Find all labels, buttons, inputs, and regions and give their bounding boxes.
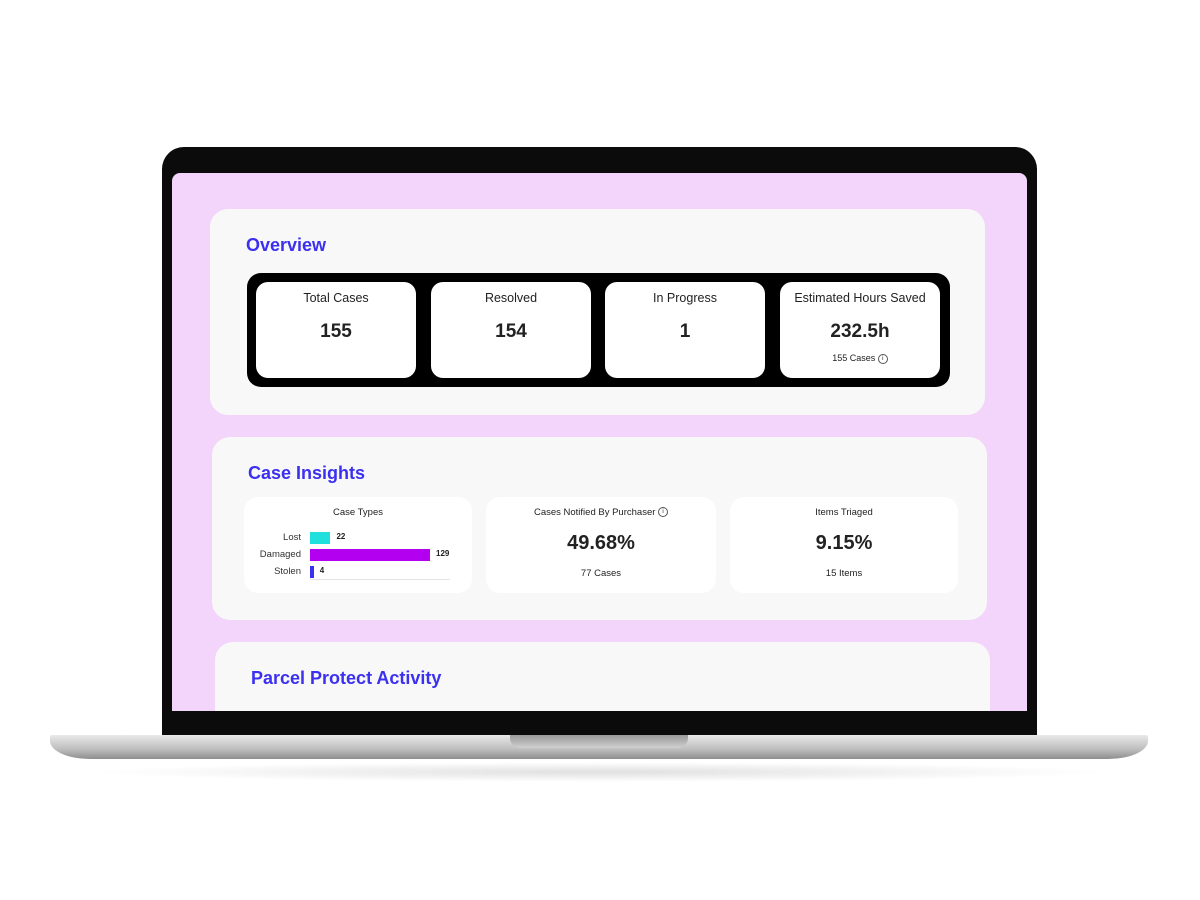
bar-row-damaged: Damaged 129 [244, 548, 464, 562]
stat-value: 154 [495, 321, 527, 342]
bar-row-stolen: Stolen 4 [244, 565, 464, 579]
cases-notified-value: 49.68% [567, 532, 635, 554]
stat-in-progress: In Progress 1 [605, 282, 765, 378]
overview-title: Overview [246, 235, 327, 255]
laptop-base [50, 735, 1148, 759]
info-icon[interactable]: i [877, 353, 888, 364]
laptop-screen: Overview Total Cases 155 Resolved 154 In… [172, 173, 1027, 711]
items-triaged-title: Items Triaged [815, 507, 873, 518]
stat-value: 232.5h [830, 321, 890, 342]
laptop-shadow [90, 762, 1110, 782]
items-triaged-panel: Items Triaged 9.15% 15 Items [730, 497, 958, 593]
bar-label: Lost [283, 532, 301, 543]
cases-notified-title: Cases Notified By Purchaser i [486, 507, 716, 518]
case-types-title: Case Types [333, 507, 383, 518]
bar-lost[interactable] [310, 532, 331, 544]
stats-row: Total Cases 155 Resolved 154 In Progress… [247, 273, 950, 387]
case-insights-title: Case Insights [248, 463, 366, 483]
axis-line [310, 579, 450, 580]
bar-value-label: 4 [319, 566, 325, 575]
stat-total-cases: Total Cases 155 [256, 282, 416, 378]
stat-label: Resolved [484, 291, 538, 305]
stat-resolved: Resolved 154 [431, 282, 591, 378]
case-types-chart: Lost 22 Damaged 129 Stolen 4 [244, 531, 472, 581]
stat-value: 1 [679, 321, 691, 342]
stat-label: In Progress [653, 291, 717, 305]
bar-label: Stolen [274, 566, 301, 577]
overview-card: Overview Total Cases 155 Resolved 154 In… [210, 209, 985, 415]
items-triaged-value: 9.15% [815, 532, 873, 554]
stat-sub: 155 Cases i [780, 353, 940, 364]
stat-sub-text: 155 Cases [832, 353, 876, 363]
bar-stolen[interactable] [310, 566, 314, 578]
case-insights-card: Case Insights Case Types Lost 22 Damaged 12… [212, 437, 987, 620]
bar-value-label: 129 [436, 549, 450, 558]
items-triaged-sub: 15 Items [825, 568, 863, 579]
bar-damaged[interactable] [310, 549, 430, 561]
parcel-protect-activity-card: Parcel Protect Activity [215, 642, 990, 711]
bar-label: Damaged [259, 549, 301, 560]
cases-notified-label: Cases Notified By Purchaser [533, 507, 656, 518]
stat-label: Estimated Hours Saved [794, 291, 926, 305]
bar-row-lost: Lost 22 [244, 531, 464, 545]
stat-value: 155 [320, 321, 352, 342]
bar-value-label: 22 [336, 532, 346, 541]
info-icon[interactable]: i [658, 507, 669, 518]
cases-notified-panel: Cases Notified By Purchaser i 49.68% 77 … [486, 497, 716, 593]
case-types-panel: Case Types Lost 22 Damaged 129 Stolen 4 [244, 497, 472, 593]
parcel-protect-activity-title: Parcel Protect Activity [251, 668, 442, 688]
laptop-notch [510, 735, 688, 748]
stat-hours-saved: Estimated Hours Saved 232.5h 155 Cases i [780, 282, 940, 378]
stat-label: Total Cases [303, 291, 369, 305]
cases-notified-sub: 77 Cases [580, 568, 622, 579]
